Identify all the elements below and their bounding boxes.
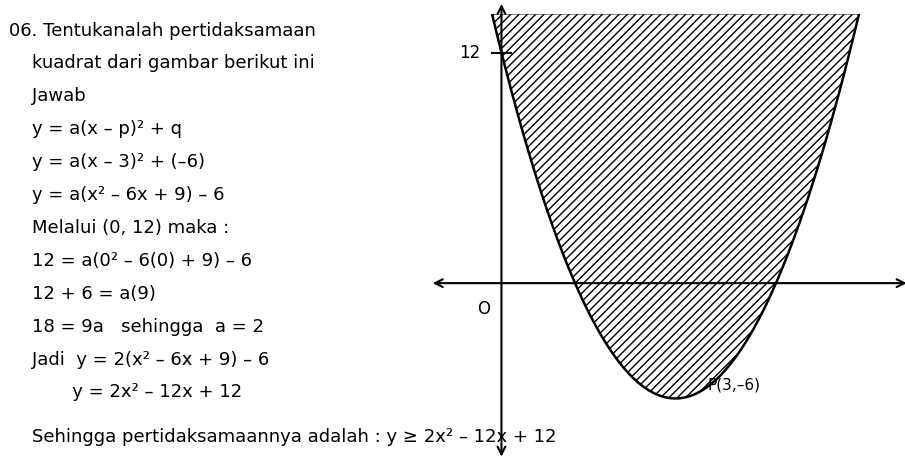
Text: y = a(x² – 6x + 9) – 6: y = a(x² – 6x + 9) – 6 <box>9 186 224 204</box>
Text: 12 = a(0² – 6(0) + 9) – 6: 12 = a(0² – 6(0) + 9) – 6 <box>9 252 252 270</box>
Text: 12 + 6 = a(9): 12 + 6 = a(9) <box>9 285 156 303</box>
Text: P(3,–6): P(3,–6) <box>708 378 761 393</box>
Text: Melalui (0, 12) maka :: Melalui (0, 12) maka : <box>9 219 229 237</box>
Text: Jawab: Jawab <box>9 87 86 105</box>
Polygon shape <box>492 14 859 399</box>
Text: y = 2x² – 12x + 12: y = 2x² – 12x + 12 <box>9 384 242 401</box>
Text: kuadrat dari gambar berikut ini: kuadrat dari gambar berikut ini <box>9 55 315 72</box>
Text: y = a(x – 3)² + (–6): y = a(x – 3)² + (–6) <box>9 153 205 171</box>
Text: y = a(x – p)² + q: y = a(x – p)² + q <box>9 120 182 138</box>
Text: 18 = 9a   sehingga  a = 2: 18 = 9a sehingga a = 2 <box>9 318 264 336</box>
Text: 06. Tentukanalah pertidaksamaan: 06. Tentukanalah pertidaksamaan <box>9 22 316 39</box>
Text: Jadi  y = 2(x² – 6x + 9) – 6: Jadi y = 2(x² – 6x + 9) – 6 <box>9 351 269 368</box>
Text: 12: 12 <box>459 44 481 62</box>
Text: Sehingga pertidaksamaannya adalah : y ≥ 2x² – 12x + 12: Sehingga pertidaksamaannya adalah : y ≥ … <box>9 428 557 446</box>
Text: O: O <box>477 300 490 318</box>
